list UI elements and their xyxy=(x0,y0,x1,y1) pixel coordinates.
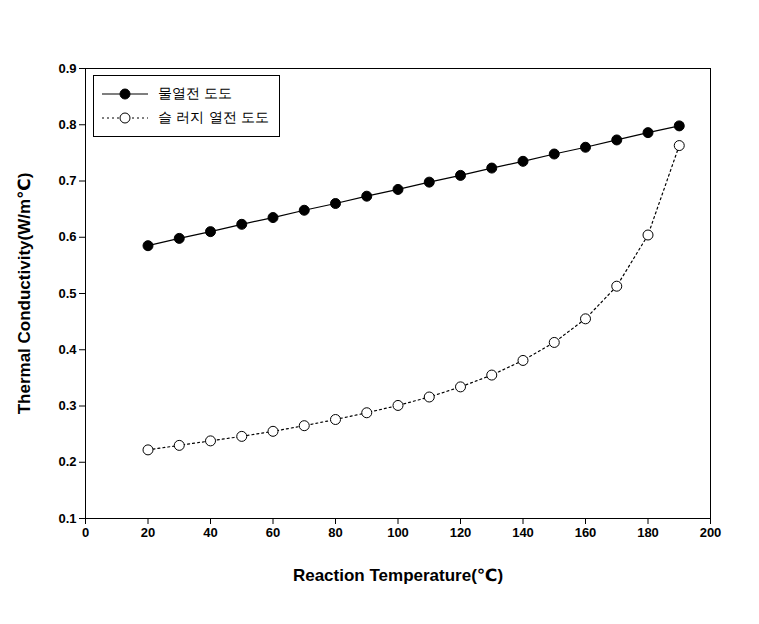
svg-text:80: 80 xyxy=(328,525,342,540)
svg-text:0.5: 0.5 xyxy=(58,286,76,301)
svg-text:0.4: 0.4 xyxy=(58,342,77,357)
svg-text:20: 20 xyxy=(141,525,155,540)
svg-text:0.2: 0.2 xyxy=(58,454,76,469)
svg-text:Thermal Conductivity(W/m℃): Thermal Conductivity(W/m℃) xyxy=(15,173,34,415)
html-text:슬 러지 열전 도도: 슬 러지 열전 도도 xyxy=(158,109,270,125)
svg-text:140: 140 xyxy=(512,525,534,540)
html-text:물열전 도도: 물열전 도도 xyxy=(158,85,233,101)
svg-text:0.7: 0.7 xyxy=(58,173,76,188)
svg-text:0: 0 xyxy=(82,525,89,540)
svg-text:180: 180 xyxy=(637,525,659,540)
svg-text:0.9: 0.9 xyxy=(58,61,76,76)
svg-text:0.6: 0.6 xyxy=(58,229,76,244)
svg-text:120: 120 xyxy=(450,525,472,540)
svg-text:100: 100 xyxy=(387,525,409,540)
svg-text:40: 40 xyxy=(203,525,217,540)
svg-text:Reaction Temperature(℃): Reaction Temperature(℃) xyxy=(293,566,503,585)
svg-text:60: 60 xyxy=(266,525,280,540)
svg-text:0.3: 0.3 xyxy=(58,398,76,413)
svg-text:200: 200 xyxy=(700,525,722,540)
svg-text:160: 160 xyxy=(575,525,597,540)
svg-text:0.1: 0.1 xyxy=(58,511,76,526)
svg-text:0.8: 0.8 xyxy=(58,117,76,132)
